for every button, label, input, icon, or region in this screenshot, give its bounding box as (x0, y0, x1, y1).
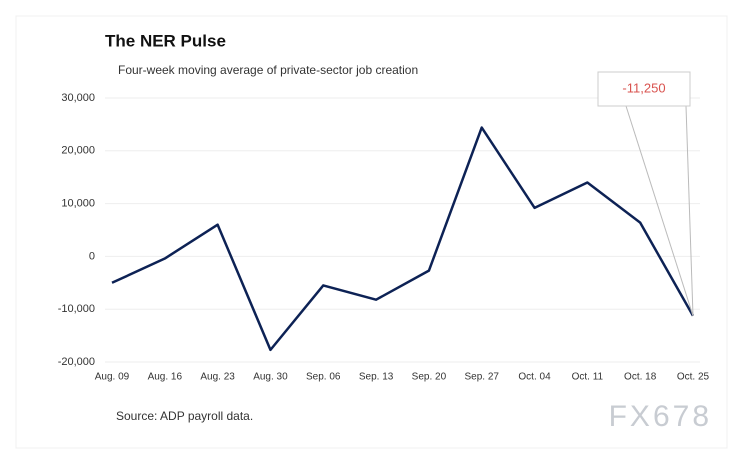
x-tick-label: Sep. 13 (359, 372, 394, 383)
y-tick-label: 10,000 (61, 198, 95, 210)
x-tick-label: Aug. 09 (95, 372, 130, 383)
chart-title: The NER Pulse (105, 31, 226, 50)
y-tick-label: -10,000 (58, 303, 95, 315)
callout-line (685, 105, 694, 316)
callout-box (597, 71, 691, 107)
x-tick-label: Aug. 23 (200, 372, 235, 383)
x-tick-label: Oct. 25 (677, 372, 710, 383)
x-tick-label: Sep. 20 (412, 372, 447, 383)
x-tick-label: Aug. 16 (148, 372, 183, 383)
y-tick-label: 20,000 (61, 145, 95, 157)
chart-subtitle: Four-week moving average of private-sect… (118, 63, 418, 77)
y-tick-label: -20,000 (58, 356, 95, 368)
x-tick-label: Oct. 11 (572, 372, 604, 383)
x-tick-label: Aug. 30 (253, 372, 288, 383)
callout-line (625, 105, 694, 316)
value-label: -11,250 (622, 80, 665, 95)
x-tick-label: Oct. 04 (518, 372, 551, 383)
x-tick-label: Oct. 18 (624, 372, 657, 383)
source: Source: ADP payroll data. (116, 409, 253, 423)
line (111, 126, 695, 352)
x-tick-label: Sep. 27 (464, 372, 499, 383)
x-tick-label: Sep. 06 (306, 372, 341, 383)
y-tick-label: 0 (89, 250, 95, 262)
watermark: FX678 (609, 400, 712, 433)
y-tick-label: 30,000 (61, 92, 95, 104)
